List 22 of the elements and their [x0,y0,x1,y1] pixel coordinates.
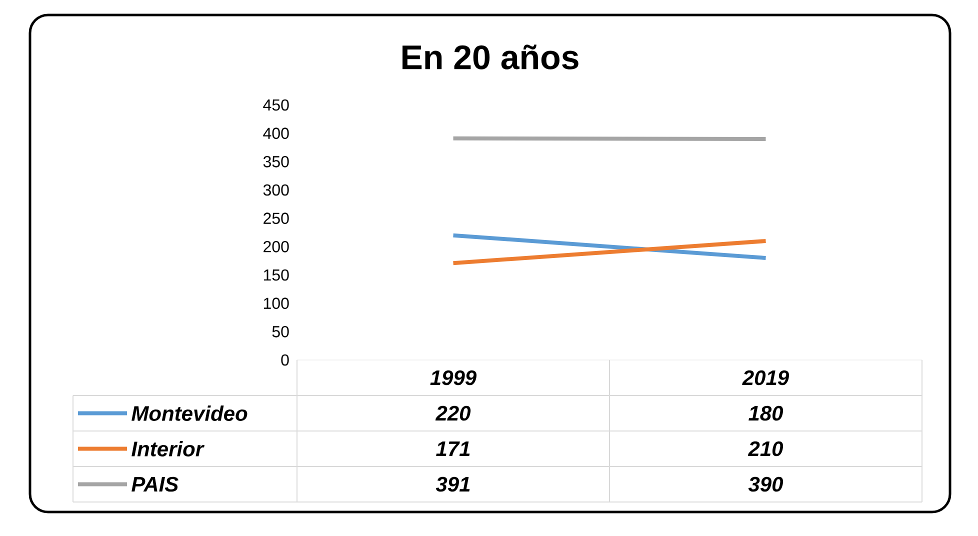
y-tick-label: 250 [264,212,289,224]
y-tick-label: 100 [264,298,289,309]
y-tick-label: 200 [264,241,289,252]
y-tick-label: 50 [272,326,289,338]
data-label: 210 [748,441,784,456]
y-tick-label: 300 [263,184,289,196]
data-label: 180 [748,406,784,421]
data-label: 171 [436,442,470,456]
data-label: 390 [748,476,784,492]
legend-label: Interior [132,441,205,456]
x-tick-label: 1999 [430,370,477,386]
y-tick-label: 350 [263,156,289,168]
data-label: 220 [435,406,471,421]
y-tick-label: 400 [263,128,289,139]
y-tick-label: 450 [263,99,289,111]
data-label: 391 [436,476,470,492]
y-tick-label: 150 [264,269,289,281]
legend-label: PAIS [132,476,178,492]
y-tick-label: 0 [281,354,289,366]
chart-title: En 20 años [402,44,578,70]
legend-label: Montevideo [132,406,248,421]
x-tick-label: 2019 [742,370,790,386]
